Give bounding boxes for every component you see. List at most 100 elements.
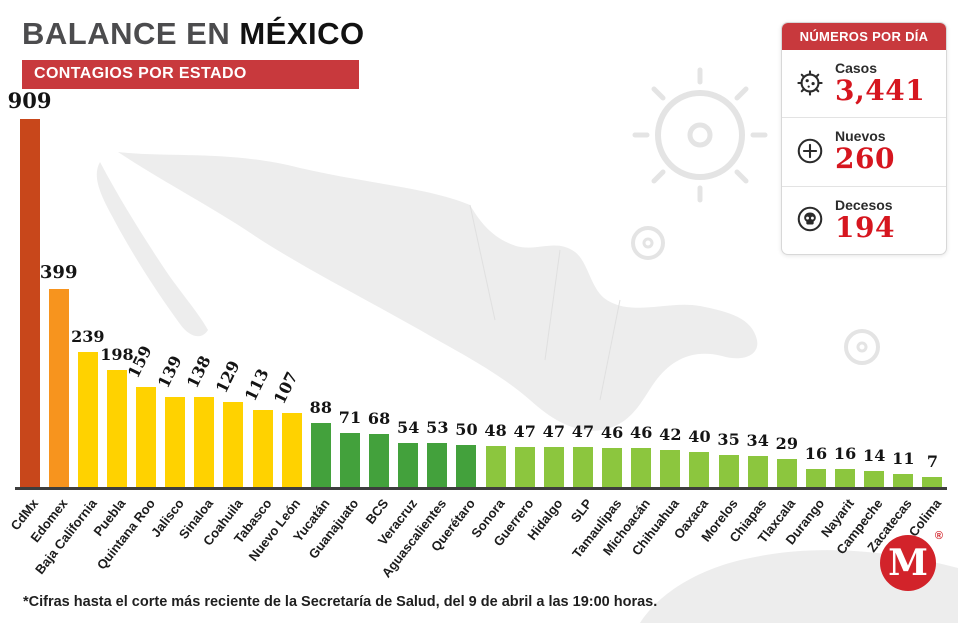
bar-yucatán: [310, 423, 331, 487]
bar-coahuila: [223, 402, 244, 487]
bar-slot: 129 Coahuila: [200, 87, 248, 549]
milenio-logo: M ®: [880, 530, 943, 591]
bar-value-label: 909: [7, 88, 52, 113]
bar-puebla: [106, 370, 127, 487]
stat-value-nuevos: 260: [835, 142, 895, 176]
bar-tabasco: [252, 410, 273, 487]
bar-chart: 909 CdMx 399 Edomex 239 Baja California 198 Pue…: [8, 87, 947, 580]
bar-michoacán: [631, 448, 652, 487]
bar-slot: 107 Nuevo León: [246, 87, 306, 564]
bar-colima: [922, 477, 943, 487]
bar-edomex: [48, 289, 69, 487]
bar-campeche: [864, 471, 885, 487]
bar-oaxaca: [689, 452, 710, 487]
bar-slot: 909 CdMx: [8, 87, 52, 533]
bar-slot: 399 Edomex: [28, 87, 78, 545]
bar-slot: 138 Sinaloa: [176, 87, 219, 542]
bar-querétaro: [456, 445, 477, 487]
panel-row-casos: Casos 3,441: [782, 50, 946, 119]
bar-slot: 239 Baja California: [32, 87, 105, 577]
bar-value-label: 29: [775, 434, 798, 453]
bar-slot: 47 Guerrero: [490, 87, 539, 549]
bar-slot: 48 Sonora: [468, 87, 510, 541]
bar-sinaloa: [194, 397, 215, 487]
bar-slot: 68 BCS: [362, 87, 394, 527]
bar-jalisco: [165, 397, 186, 487]
bar-sonora: [485, 446, 506, 487]
bar-slot: 29 Tlaxcala: [755, 87, 801, 546]
bar-value-label: 16: [804, 444, 828, 463]
title-part-1: BALANCE EN: [22, 16, 240, 51]
bar-slot: 139 Jalisco: [148, 87, 190, 540]
bar-chiapas: [747, 456, 768, 487]
daily-numbers-panel: NÚMEROS POR DÍA Casos: [781, 22, 947, 256]
bar-durango: [805, 469, 826, 487]
bar-slot: 113 Tabasco: [231, 87, 277, 546]
bar-slot: 46 Michoacán: [600, 87, 656, 558]
bar-cdmx: [19, 119, 40, 487]
bar-value-label: 239: [71, 327, 105, 346]
logo-circle: M: [880, 535, 936, 591]
bar-slot: 40 Oaxaca: [671, 87, 714, 542]
bar-slot: 42 Chihuahua: [629, 87, 685, 558]
stat-label-decesos: Decesos: [835, 196, 893, 213]
stat-label-casos: Casos: [835, 60, 878, 76]
bar-slot: 14 Campeche: [834, 87, 889, 557]
bar-slot: 50 Querétaro: [428, 87, 481, 554]
bar-value-label: 47: [571, 422, 595, 441]
bar-aguascalientes: [427, 443, 448, 487]
bar-value-label: 47: [513, 422, 536, 441]
bar-value-label: 46: [600, 423, 624, 442]
panel-row-nuevos: Nuevos 260: [782, 118, 946, 187]
panel-row-decesos: Decesos 194: [782, 187, 946, 254]
bar-value-label: 88: [309, 398, 332, 417]
bar-value-label: 48: [484, 421, 507, 440]
bar-slot: 11 Zacatecas: [865, 87, 918, 555]
bar-value-label: 71: [338, 408, 362, 427]
bar-slot: 47 Hidalgo: [524, 87, 568, 543]
x-axis-line: [15, 487, 947, 490]
bar-nuevo-león: [281, 413, 302, 487]
bar-hidalgo: [543, 447, 564, 487]
bar-quintana-roo: [136, 387, 157, 487]
bar-value-label: 54: [397, 418, 420, 437]
bar-value-label: 50: [455, 420, 478, 439]
stat-value-decesos: 194: [835, 210, 895, 244]
bar-value-label: 46: [630, 423, 653, 442]
bar-tlaxcala: [776, 459, 797, 487]
bar-guerrero: [514, 447, 535, 487]
skull-icon: [794, 204, 826, 234]
bar-value-label: 68: [367, 409, 391, 428]
bar-zacatecas: [893, 474, 914, 487]
bar-morelos: [718, 455, 739, 487]
bar-value-label: 40: [688, 427, 711, 446]
bar-veracruz: [398, 443, 419, 487]
bar-slot: 53 Aguascalientes: [379, 87, 452, 580]
bar-nayarit: [835, 469, 856, 487]
header: BALANCE EN MÉXICO CONTAGIOS POR ESTADO: [22, 16, 365, 89]
stat-value-casos: 3,441: [835, 74, 926, 107]
bar-slp: [572, 447, 593, 487]
bar-value-label: 14: [863, 446, 886, 465]
bar-value-label: 53: [426, 418, 449, 437]
bar-value-label: 42: [659, 425, 682, 444]
bar-slot: 198 Puebla: [91, 87, 134, 539]
bar-slot: 47 SLP: [567, 87, 597, 525]
bar-chihuahua: [660, 450, 681, 487]
bar-bcs: [369, 434, 390, 487]
stat-label-nuevos: Nuevos: [835, 128, 886, 145]
bar-slot: 54 Veracruz: [375, 87, 423, 548]
registered-mark: ®: [934, 530, 943, 542]
bar-slot: 35 Morelos: [698, 87, 743, 545]
title-part-2: MÉXICO: [239, 16, 365, 51]
chart-subtitle-banner: CONTAGIOS POR ESTADO: [22, 60, 359, 89]
bar-slot: 16 Durango: [783, 87, 830, 547]
bar-slot: 159 Quintana Roo: [94, 87, 161, 573]
bar-value-label: 11: [892, 449, 915, 468]
bar-slot: 7 Colima: [906, 87, 947, 539]
page-title: BALANCE EN MÉXICO: [22, 16, 365, 52]
bar-value-label: 399: [39, 262, 78, 283]
logo-letter: M: [888, 542, 928, 584]
